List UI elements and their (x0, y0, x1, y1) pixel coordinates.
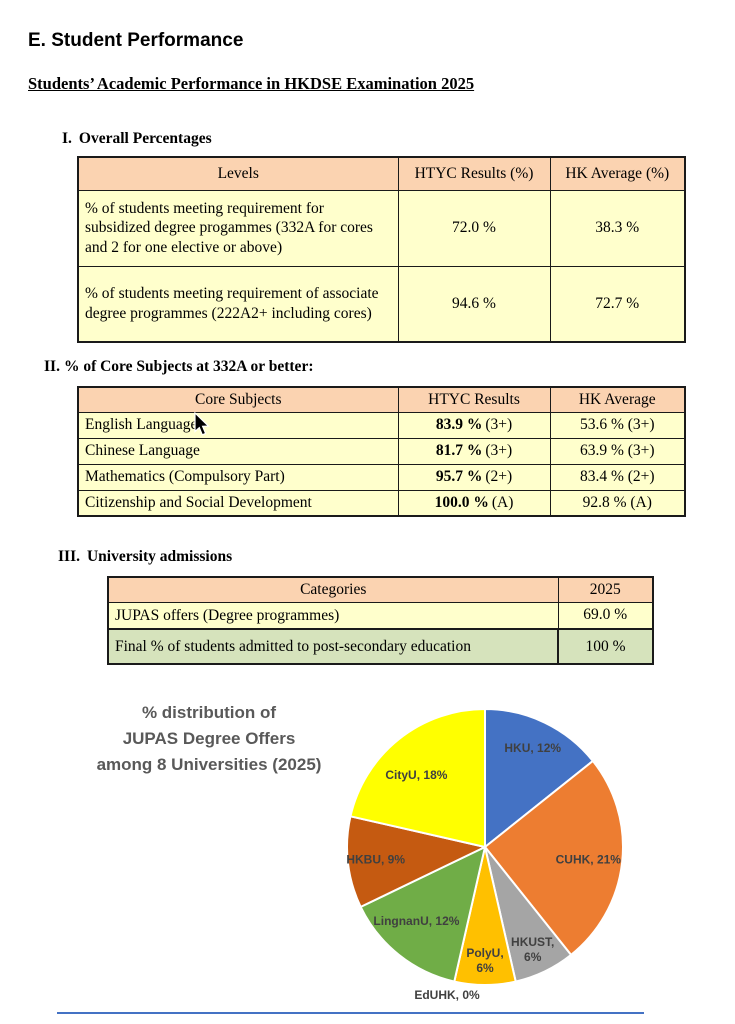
col-header-year: 2025 (557, 576, 654, 603)
col-header-htyc: HTYC Results (%) (397, 156, 551, 191)
mouse-cursor-icon (194, 412, 210, 436)
table-row: Mathematics (Compulsory Part) 95.7 % (2+)… (77, 463, 686, 491)
col-header-levels: Levels (77, 156, 399, 191)
htyc-value: 100.0 % (A) (397, 489, 551, 517)
row-value: 100 % (557, 628, 654, 665)
table-row: Citizenship and Social Development 100.0… (77, 489, 686, 517)
pie-label-eduhk: EdUHK, 0% (414, 988, 480, 1002)
page-bottom-divider (57, 1012, 644, 1014)
row-value: 69.0 % (557, 601, 654, 630)
table-row-highlighted: Final % of students admitted to post-sec… (107, 628, 654, 665)
htyc-value: 94.6 % (397, 265, 551, 343)
document-subtitle: Students’ Academic Performance in HKDSE … (28, 74, 475, 93)
heading-numeral: II. (44, 358, 60, 375)
heading-text: % of Core Subjects at 332A or better: (63, 358, 314, 375)
col-header-hk: HK Average (%) (549, 156, 686, 191)
pie-label-polyu: PolyU, 6% (466, 946, 503, 975)
table-row: % of students meeting requirement for su… (77, 189, 686, 267)
pie-slice-lingnanu (359, 846, 486, 983)
subject-name: Mathematics (Compulsory Part) (77, 463, 399, 491)
heading-text: Overall Percentages (78, 130, 212, 147)
hk-value: 53.6 % (3+) (549, 411, 686, 439)
section-heading-admissions: III. University admissions (58, 548, 232, 566)
htyc-value: 81.7 % (3+) (397, 437, 551, 465)
heading-numeral: I. (62, 130, 72, 147)
chart-title-line: JUPAS Degree Offers (122, 729, 296, 748)
hk-value: 92.8 % (A) (549, 489, 686, 517)
heading-numeral: III. (58, 548, 80, 565)
table-header-row: Levels HTYC Results (%) HK Average (%) (77, 156, 686, 191)
htyc-grade: (3+) (485, 442, 513, 459)
overall-percentages-table: Levels HTYC Results (%) HK Average (%) %… (77, 156, 686, 343)
subject-name: English Language (77, 411, 399, 439)
core-subjects-table: Core Subjects HTYC Results HK Average En… (77, 386, 686, 517)
htyc-percent: 83.9 % (435, 416, 483, 433)
pie-label-cuhk: CUHK, 21% (556, 852, 622, 866)
chart-title-line: among 8 Universities (2025) (96, 755, 322, 774)
row-label: % of students meeting requirement for su… (77, 189, 399, 267)
pie-label-lingnanu: LingnanU, 12% (373, 914, 459, 928)
heading-text: University admissions (86, 548, 233, 565)
pie-slice-cuhk (484, 759, 624, 956)
pie-label-hku: HKU, 12% (504, 741, 561, 755)
page-title: E. Student Performance (28, 30, 244, 51)
htyc-value: 83.9 % (3+) (397, 411, 551, 439)
chart-title: % distribution of JUPAS Degree Offers am… (59, 700, 359, 778)
row-label: Final % of students admitted to post-sec… (107, 628, 559, 665)
table-header-row: Core Subjects HTYC Results HK Average (77, 386, 686, 413)
pie-slice-cityu (349, 708, 486, 848)
col-header-hk: HK Average (549, 386, 686, 413)
col-header-categories: Categories (107, 576, 559, 603)
section-heading-overall: I. Overall Percentages (62, 130, 212, 148)
pie-slice-hkbu (346, 815, 486, 908)
chart-title-line: % distribution of (141, 703, 277, 722)
htyc-value: 72.0 % (397, 189, 551, 267)
jupas-pie-chart: HKU, 12% CUHK, 21% HKUST, 6% EdUHK, 0% PolyU,… (335, 697, 635, 1009)
pie-label-hkust: HKUST, 6% (511, 935, 554, 964)
pie-label-hkbu: HKBU, 9% (346, 852, 405, 866)
htyc-grade: (A) (491, 493, 514, 511)
col-header-htyc: HTYC Results (397, 386, 551, 413)
table-row: English Language 83.9 % (3+) 53.6 % (3+) (77, 411, 686, 439)
hk-value: 38.3 % (549, 189, 686, 267)
htyc-value: 95.7 % (2+) (397, 463, 551, 491)
hk-value: 83.4 % (2+) (549, 463, 686, 491)
htyc-percent: 95.7 % (435, 468, 483, 485)
row-label: JUPAS offers (Degree programmes) (107, 601, 559, 630)
subject-name: Citizenship and Social Development (77, 489, 399, 517)
hk-value: 63.9 % (3+) (549, 437, 686, 465)
row-label: % of students meeting requirement of ass… (77, 265, 399, 343)
table-header-row: Categories 2025 (107, 576, 654, 603)
subject-name: Chinese Language (77, 437, 399, 465)
htyc-grade: (2+) (485, 468, 513, 485)
col-header-subjects: Core Subjects (77, 386, 399, 413)
htyc-percent: 100.0 % (434, 493, 489, 511)
table-row: % of students meeting requirement of ass… (77, 265, 686, 343)
htyc-grade: (3+) (485, 416, 513, 433)
pie-label-cityu: CityU, 18% (385, 768, 447, 782)
university-admissions-table: Categories 2025 JUPAS offers (Degree pro… (107, 576, 654, 665)
table-row: JUPAS offers (Degree programmes) 69.0 % (107, 601, 654, 630)
htyc-percent: 81.7 % (435, 442, 483, 459)
hk-value: 72.7 % (549, 265, 686, 343)
pie-chart-svg: HKU, 12% CUHK, 21% HKUST, 6% EdUHK, 0% PolyU,… (346, 708, 624, 1002)
section-heading-core-subjects: II.% of Core Subjects at 332A or better: (44, 358, 313, 376)
table-row: Chinese Language 81.7 % (3+) 63.9 % (3+) (77, 437, 686, 465)
pie-slice-hku (484, 708, 594, 848)
